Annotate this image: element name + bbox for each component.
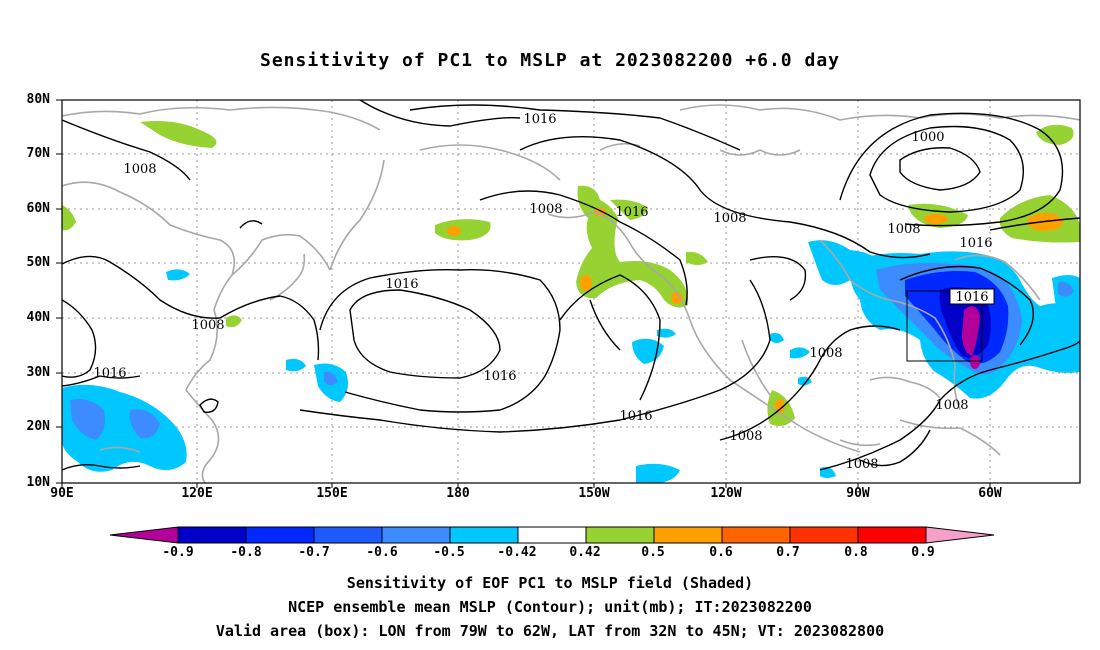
valid-box-contour-label: 1016	[955, 290, 988, 305]
colorbar-swatch	[585, 526, 655, 544]
contour-label: 1008	[845, 457, 878, 472]
valid-area-box	[906, 290, 983, 362]
colorbar-label: 0.7	[776, 545, 800, 560]
colorbar-label: 0.6	[709, 545, 733, 560]
contour-label: 1016	[523, 112, 556, 127]
contour-label: 1016	[93, 366, 126, 381]
contour-label: 1008	[809, 346, 842, 361]
colorbar-label: -0.9	[162, 545, 194, 560]
map-title: Sensitivity of PC1 to MSLP at 2023082200…	[259, 50, 840, 71]
caption-valid-area: Valid area (box): LON from 79W to 62W, L…	[215, 622, 885, 640]
lat-label: 10N	[26, 475, 50, 490]
contour-labels: 1016 1008 1008 1008 1016 1016 1008 1000 …	[93, 112, 992, 472]
lon-label: 180	[446, 486, 470, 501]
contour-label: 1016	[483, 369, 516, 384]
lat-label: 60N	[26, 201, 50, 216]
colorbar-swatch	[381, 526, 451, 544]
caption-contour: NCEP ensemble mean MSLP (Contour); unit(…	[288, 598, 812, 616]
lon-label: 120E	[181, 486, 213, 501]
colorbar-label: 0.9	[911, 545, 935, 560]
colorbar-label: -0.7	[298, 545, 330, 560]
colorbar-swatch	[925, 526, 995, 544]
caption-shaded: Sensitivity of EOF PC1 to MSLP field (Sh…	[346, 574, 754, 592]
contour-label: 1008	[729, 429, 762, 444]
lat-label: 40N	[26, 310, 50, 325]
colorbar-swatch	[177, 526, 247, 544]
contour-label: 1008	[529, 202, 562, 217]
colorbar-swatch	[245, 526, 315, 544]
plot-frame	[61, 99, 1081, 484]
lat-label: 20N	[26, 419, 50, 434]
contour-label: 1008	[123, 162, 156, 177]
colorbar-swatch	[109, 526, 179, 544]
contour-label: 1000	[911, 130, 944, 145]
colorbar-swatch	[313, 526, 383, 544]
lat-label: 80N	[26, 92, 50, 107]
lon-label: 150E	[316, 486, 348, 501]
colorbar-swatch	[789, 526, 859, 544]
contour-label: 1016	[385, 277, 418, 292]
lat-label: 70N	[26, 146, 50, 161]
contour-label: 1008	[713, 211, 746, 226]
lon-label: 150W	[578, 486, 610, 501]
colorbar-swatch	[721, 526, 791, 544]
contour-label: 1008	[191, 318, 224, 333]
contour-label: 1016	[615, 205, 648, 220]
lon-label: 60W	[978, 486, 1002, 501]
contour-label: 1016	[959, 236, 992, 251]
colorbar-label: 0.42	[569, 545, 601, 560]
colorbar-label: -0.42	[497, 545, 537, 560]
colorbar-swatch	[857, 526, 927, 544]
colorbar-label: -0.6	[366, 545, 398, 560]
coastlines	[62, 104, 1080, 483]
colorbar	[109, 526, 995, 544]
lon-label: 120W	[710, 486, 742, 501]
lon-label: 90W	[846, 486, 870, 501]
colorbar-swatch	[517, 526, 587, 544]
contour-label: 1008	[887, 222, 920, 237]
colorbar-label: -0.8	[230, 545, 262, 560]
gridlines	[62, 100, 1080, 483]
negative-shading-peak	[962, 306, 980, 369]
lat-label: 30N	[26, 365, 50, 380]
colorbar-swatch	[449, 526, 519, 544]
colorbar-label: -0.5	[433, 545, 465, 560]
lat-label: 50N	[26, 255, 50, 270]
colorbar-label: 0.8	[844, 545, 868, 560]
mslp-contours	[62, 100, 1080, 471]
contour-label: 1016	[619, 409, 652, 424]
contour-label: 1008	[935, 398, 968, 413]
lon-label: 90E	[50, 486, 74, 501]
colorbar-swatch	[653, 526, 723, 544]
colorbar-label: 0.5	[641, 545, 665, 560]
